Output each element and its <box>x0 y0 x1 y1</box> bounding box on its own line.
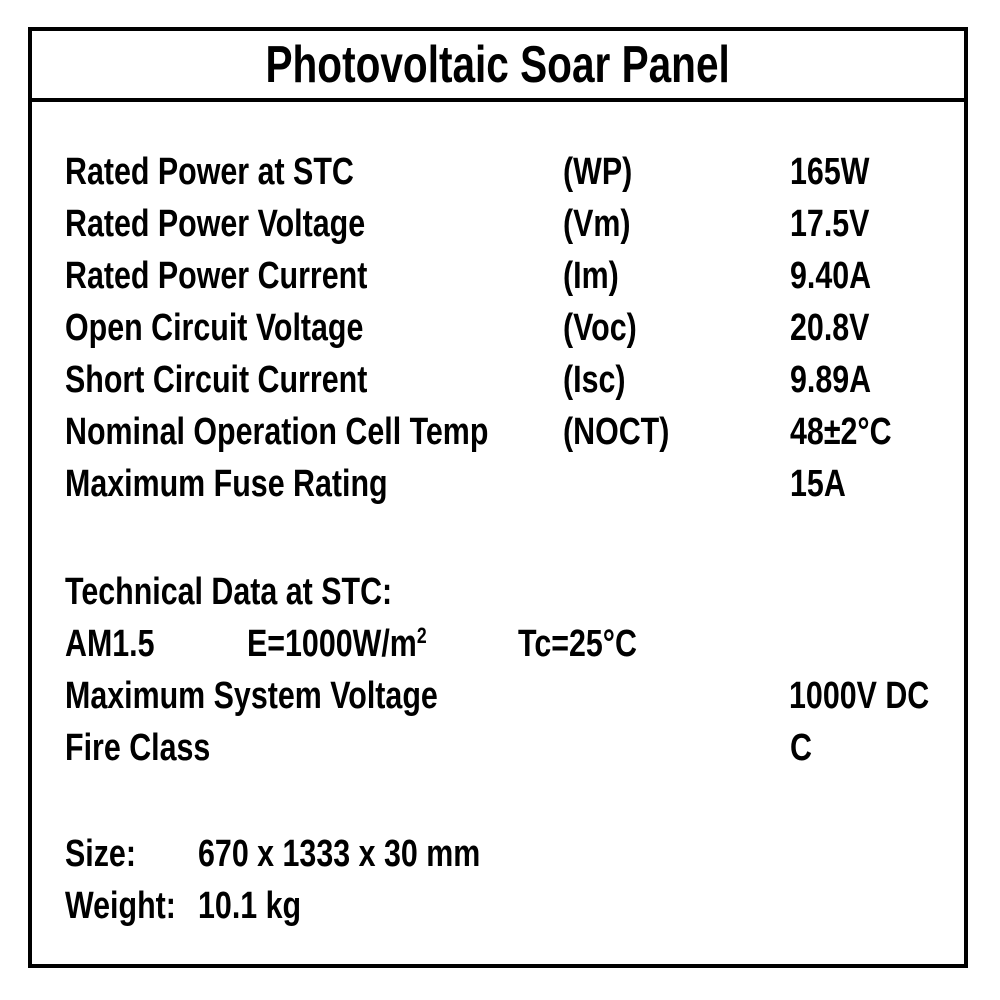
spec-row: Nominal Operation Cell Temp (NOCT) 48±2°… <box>32 406 964 458</box>
spec-value: 165W <box>790 150 870 193</box>
technical-value: 1000V DC <box>788 674 929 717</box>
irradiance-value: E=1000W/m2 <box>247 622 427 665</box>
page-title: Photovoltaic Soar Panel <box>265 35 731 94</box>
technical-heading: Technical Data at STC: <box>65 570 393 613</box>
spec-code: (Voc) <box>563 306 637 349</box>
spec-label: Nominal Operation Cell Temp <box>65 410 489 453</box>
spec-value: 20.8V <box>790 306 870 349</box>
technical-value: C <box>790 726 812 769</box>
spec-value: 9.89A <box>790 358 872 401</box>
spec-label: Rated Power at STC <box>65 150 354 193</box>
spec-label: Open Circuit Voltage <box>65 306 364 349</box>
technical-row: Maximum System Voltage 1000V DC <box>32 670 964 722</box>
technical-label: Maximum System Voltage <box>65 674 438 717</box>
spec-code: (WP) <box>563 150 633 193</box>
spec-content: Rated Power at STC (WP) 165W Rated Power… <box>32 102 964 932</box>
section-gap <box>32 774 964 828</box>
spec-row: Open Circuit Voltage (Voc) 20.8V <box>32 302 964 354</box>
physical-value: 10.1 kg <box>198 884 302 927</box>
spec-label-panel: Photovoltaic Soar Panel Rated Power at S… <box>28 27 968 968</box>
spec-row: Rated Power Voltage (Vm) 17.5V <box>32 198 964 250</box>
physical-row: Weight: 10.1 kg <box>32 880 964 932</box>
physical-row: Size: 670 x 1333 x 30 mm <box>32 828 964 880</box>
spec-row: Rated Power Current (Im) 9.40A <box>32 250 964 302</box>
spec-label: Rated Power Current <box>65 254 368 297</box>
spec-code: (Isc) <box>563 358 626 401</box>
spec-row: Rated Power at STC (WP) 165W <box>32 146 964 198</box>
spec-row: Maximum Fuse Rating 15A <box>32 458 964 510</box>
spec-label: Short Circuit Current <box>65 358 368 401</box>
spec-label: Maximum Fuse Rating <box>65 462 388 505</box>
air-mass-value: AM1.5 <box>65 622 155 665</box>
physical-label: Size: <box>65 832 136 875</box>
irradiance-superscript: 2 <box>416 623 427 649</box>
spec-row: Short Circuit Current (Isc) 9.89A <box>32 354 964 406</box>
spec-code: (Vm) <box>563 202 631 245</box>
section-gap <box>32 510 964 566</box>
spec-value: 9.40A <box>790 254 872 297</box>
cell-temp-value: Tc=25°C <box>518 622 637 665</box>
title-band: Photovoltaic Soar Panel <box>32 31 964 102</box>
spec-code: (Im) <box>563 254 619 297</box>
spec-value: 48±2°C <box>790 410 892 453</box>
technical-heading-row: Technical Data at STC: <box>32 566 964 618</box>
spec-label: Rated Power Voltage <box>65 202 366 245</box>
technical-row: Fire Class C <box>32 722 964 774</box>
spec-value: 15A <box>790 462 846 505</box>
technical-label: Fire Class <box>65 726 211 769</box>
spec-code: (NOCT) <box>563 410 670 453</box>
spec-value: 17.5V <box>790 202 870 245</box>
physical-label: Weight: <box>65 884 176 927</box>
technical-conditions-row: AM1.5 E=1000W/m2 Tc=25°C <box>32 618 964 670</box>
physical-value: 670 x 1333 x 30 mm <box>198 832 481 875</box>
